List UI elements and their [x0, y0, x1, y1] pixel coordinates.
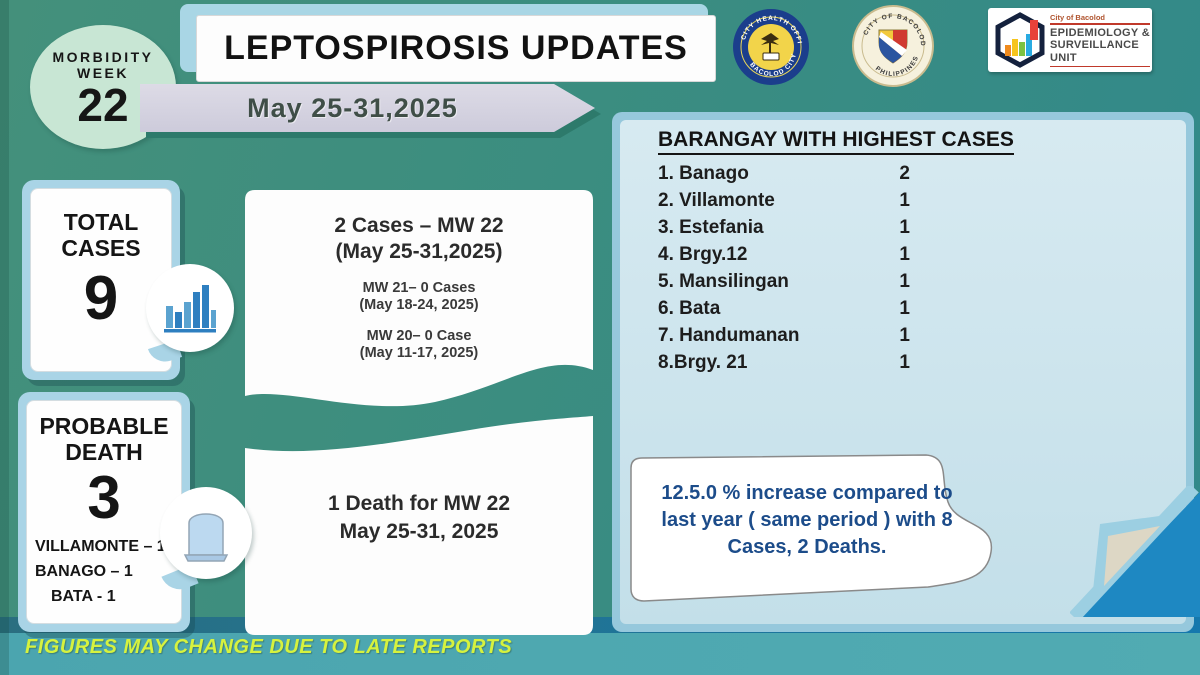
- esu-red-divider: [1050, 22, 1150, 25]
- current-week-cases: 2 Cases – MW 22: [334, 214, 504, 237]
- left-edge-shade: [0, 0, 9, 675]
- barangay-name: 1. Banago: [658, 163, 749, 184]
- barangay-row: 8.Brgy. 21 1: [658, 349, 910, 376]
- barangay-name: 4. Brgy.12: [658, 244, 748, 265]
- barangay-name: 8.Brgy. 21: [658, 352, 748, 373]
- probable-death-card: PROBABLE DEATH 3 VILLAMONTE – 1 BANAGO –…: [18, 392, 190, 632]
- barangay-row: 7. Handumanan 1: [658, 322, 910, 349]
- week20-cases: MW 20– 0 Case: [366, 328, 472, 344]
- morbidity-week-badge: MORBIDITY WEEK 22: [30, 25, 176, 149]
- death-breakdown-3: BATA - 1: [51, 587, 116, 605]
- comparison-line2: last year ( same period ) with 8: [661, 509, 953, 531]
- barangay-count: 1: [899, 271, 910, 292]
- barangay-row: 6. Bata 1: [658, 295, 910, 322]
- comparison-line1: 12.5.0 % increase compared to: [661, 482, 953, 504]
- morbidity-week-number: 22: [77, 79, 129, 131]
- total-cases-label-line2: CASES: [61, 235, 141, 262]
- tombstone-icon: [183, 513, 229, 562]
- week21-dates: (May 18-24, 2025): [359, 297, 479, 313]
- bottom-teal-strip: [0, 633, 1200, 675]
- total-cases-label-line1: TOTAL: [63, 209, 139, 235]
- barangay-count: 1: [899, 217, 910, 238]
- seal1-book-emblem: [762, 52, 780, 61]
- esu-line1: EPIDEMIOLOGY &: [1050, 26, 1150, 39]
- barangay-count: 2: [899, 163, 910, 184]
- barangay-count: 1: [899, 244, 910, 265]
- barangay-row: 5. Mansilingan 1: [658, 268, 910, 295]
- esu-line2: SURVEILLANCE UNIT: [1050, 39, 1139, 64]
- barangay-panel-title: BARANGAY WITH HIGHEST CASES: [658, 128, 1014, 155]
- probable-death-label-line1: PROBABLE: [39, 413, 169, 439]
- page-curl-corner: [1070, 486, 1200, 617]
- barangay-row: 3. Estefania 1: [658, 214, 910, 241]
- total-cases-card: TOTAL CASES 9: [22, 180, 180, 380]
- barangay-name: 6. Bata: [658, 298, 721, 319]
- probable-death-label-line2: DEATH: [65, 439, 143, 466]
- esu-logo-box: City of Bacolod EPIDEMIOLOGY & SURVEILLA…: [988, 8, 1152, 72]
- comparison-line3: Cases, 2 Deaths.: [727, 536, 887, 558]
- page-title: LEPTOSPIROSIS UPDATES: [224, 29, 688, 67]
- death-summary-line1: 1 Death for MW 22: [327, 492, 511, 515]
- title-box: LEPTOSPIROSIS UPDATES: [196, 15, 716, 82]
- cases-chart-bubble: [146, 264, 234, 352]
- total-cases-value: 9: [83, 263, 119, 333]
- date-banner: May 25-31,2025: [140, 84, 595, 132]
- weekly-summary-column: 2 Cases – MW 22 (May 25-31,2025) MW 21– …: [245, 190, 593, 635]
- barangay-row: 1. Banago 2: [658, 160, 910, 187]
- week20-dates: (May 11-17, 2025): [359, 345, 479, 361]
- footer-disclaimer: FIGURES MAY CHANGE DUE TO LATE REPORTS: [25, 636, 513, 658]
- barangay-count: 1: [899, 325, 910, 346]
- date-range: May 25-31,2025: [247, 92, 458, 123]
- wavy-panels-shape: [245, 190, 593, 635]
- death-breakdown-1: VILLAMONTE – 1: [35, 537, 166, 555]
- current-week-dates: (May 25-31,2025): [335, 240, 503, 263]
- morbidity-label-line2: WEEK: [77, 65, 129, 81]
- esu-hexagon-chart-icon: [995, 12, 1045, 68]
- probable-death-value: 3: [87, 463, 121, 531]
- death-summary-line2: May 25-31, 2025: [339, 520, 499, 543]
- barangay-name: 7. Handumanan: [658, 325, 800, 346]
- barangay-name: 2. Villamonte: [658, 190, 775, 211]
- esu-red-underline: [1050, 66, 1150, 68]
- death-tombstone-bubble: [160, 487, 252, 579]
- barangay-row: 2. Villamonte 1: [658, 187, 910, 214]
- barangay-name: 3. Estefania: [658, 217, 764, 238]
- comparison-note: 12.5.0 % increase compared to last year …: [628, 454, 1022, 606]
- barangay-count: 1: [899, 298, 910, 319]
- bar-chart-icon: [164, 285, 216, 333]
- morbidity-label-line1: MORBIDITY: [52, 49, 154, 65]
- city-health-office-seal-icon: CITY HEALTH OFFICE BACOLOD CITY: [731, 7, 809, 85]
- barangay-name: 5. Mansilingan: [658, 271, 789, 292]
- week21-cases: MW 21– 0 Cases: [362, 280, 476, 296]
- barangay-count: 1: [899, 190, 910, 211]
- barangay-list: 1. Banago 2 2. Villamonte 1 3. Estefania 1 …: [658, 160, 910, 376]
- barangay-row: 4. Brgy.12 1: [658, 241, 910, 268]
- city-of-bacolod-seal-icon: CITY OF BACOLOD PHILIPPINES: [852, 5, 934, 87]
- seal2-shield-emblem: [878, 29, 908, 64]
- esu-small-label: City of Bacolod: [1050, 12, 1106, 22]
- death-breakdown-2: BANAGO – 1: [35, 562, 133, 580]
- comparison-note-shape: [630, 454, 992, 602]
- seal1-eagle-emblem: [761, 33, 779, 53]
- barangay-count: 1: [899, 352, 910, 373]
